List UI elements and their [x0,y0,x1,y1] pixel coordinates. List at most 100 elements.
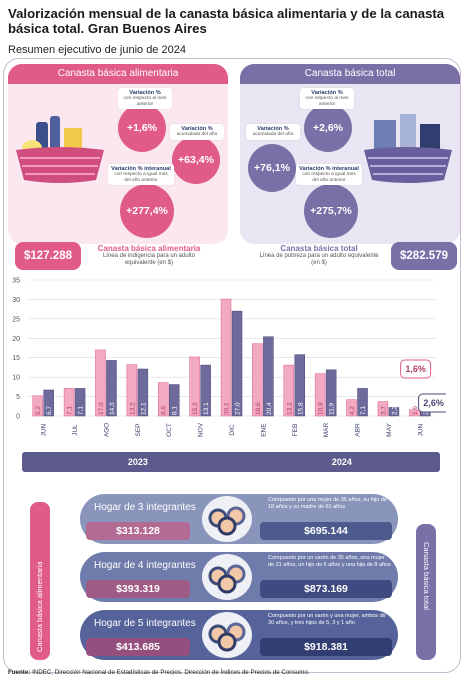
side-label-cbt-text: Canasta básica total [422,542,431,610]
cbt-bar [325,369,337,417]
cbt-bar [137,368,149,417]
cbt-yoy-tag: Variación % interanual con respecto a ig… [296,164,362,186]
family-avatar-icon [202,496,252,542]
cbt-ytd-tag: Variación % acumulada del año [246,124,300,140]
x-tick-label: ENE [260,423,267,437]
bar-value-label: 4,2 [349,406,356,415]
household-description: Compuesto por una mujer de 35 años, su h… [268,497,387,510]
cbt-ytd-bubble: +76,1% [248,144,296,192]
x-tick-label: MAY [386,423,393,437]
household-cbt-value: $873.169 [260,580,392,598]
cbt-yoy-title: Variación % interanual [299,166,359,172]
bar-value-label: 12,1 [140,402,147,415]
cba-panel-header: Canasta básica alimentaria [8,64,228,84]
cba-bar [126,364,138,417]
x-tick-label: JUL [72,424,79,436]
cbt-ytd-sub: acumulada del año [252,132,294,137]
bar-value-label: 10,9 [318,402,325,415]
cba-bar [95,349,106,417]
bar-value-label: 8,6 [161,406,168,415]
cba-bar [157,382,169,417]
cbt-bar [263,336,274,417]
y-tick-label: 25 [12,316,20,323]
bar-value-label: 13,1 [286,402,293,415]
cbt-bar [231,310,243,417]
household-cbt-value: $695.144 [260,522,392,540]
cbt-monthly-title: Variación % [311,90,343,96]
x-tick-label: DIC [229,424,236,436]
cba-bar [220,298,232,417]
cbt-amount: $282.579 [391,242,457,270]
cba-amount-sub: Línea de indigencia para un adulto equiv… [102,253,196,266]
y-tick-label: 15 [12,355,20,362]
cba-bar [32,395,43,417]
cba-ytd-title: Variación % [181,126,213,132]
cba-monthly-bubble: +1,6% [118,104,166,152]
bar-value-label: 3,7 [380,406,387,415]
cba-bar [377,401,389,417]
cba-yoy-sub: con respecto a igual mes del año anterio… [114,172,168,183]
bar-value-label: 2,2 [391,406,398,415]
household-cbt-value: $918.381 [260,638,392,656]
cba-bar [63,388,75,417]
cbt-bar [357,388,368,417]
bar-value-label: 14,3 [109,402,116,415]
x-tick-label: NOV [198,422,205,437]
cbt-bar [74,388,86,417]
outer-frame [3,58,461,673]
page-title: Valorización mensual de la canasta básic… [8,6,445,36]
bar-value-label: 13,2 [129,402,136,415]
food-basket-icon [16,116,104,183]
bar-value-label: 17,0 [98,402,105,415]
cba-yoy-bubble: +277,4% [120,184,174,238]
bar-value-label: 1,6 [412,406,419,415]
x-tick-label: JUN [417,423,424,436]
bar-value-label: 15,2 [192,402,199,415]
cba-ytd-tag: Variación % acumulada del año [170,124,224,140]
bar-value-label: 7,1 [67,406,74,415]
cbt-amount-title: Canasta básica total [280,244,358,253]
x-tick-label: AGO [103,423,110,437]
y-tick-label: 0 [16,414,20,421]
side-label-cba-text: Canasta básica alimentaria [35,561,44,652]
bar-value-label: 7,1 [78,406,85,415]
household-cba-value: $413.685 [86,638,190,656]
cbt-panel-header: Canasta básica total [240,64,460,84]
side-label-cbt: Canasta básica total [416,524,436,660]
cba-monthly-title: Variación % [129,90,161,96]
cbt-yoy-sub: con respecto a igual mes del año anterio… [302,172,356,183]
household-card: Hogar de 3 integrantes $313.128 Compuest… [80,494,398,544]
cba-panel: Canasta básica alimentaria +1,6% Variaci… [8,64,228,244]
family-avatar-icon [202,554,252,600]
cba-ytd-sub: acumulada del año [176,132,218,137]
cba-amount: $127.288 [15,242,81,270]
family-faces-icon [208,506,246,536]
source-text: INDEC, Dirección Nacional de Estadística… [30,669,310,676]
cba-amount-desc: Canasta básica alimentaria Línea de indi… [89,244,209,267]
bar-value-label: 20,4 [266,402,273,415]
x-tick-label: OCT [166,423,173,437]
cba-ytd-bubble: +63,4% [172,136,220,184]
cbt-bar [388,407,400,417]
cba-bar [252,343,263,417]
household-card: Hogar de 5 integrantes $413.685 Compuest… [80,610,398,660]
x-tick-label: FEB [292,424,299,437]
cbt-amount-desc: Canasta básica total Línea de pobreza pa… [259,244,379,267]
cbt-amount-sub: Línea de pobreza para un adulto equivale… [259,253,379,266]
y-tick-label: 10 [12,375,20,382]
page-subtitle: Resumen ejecutivo de junio de 2024 [8,44,186,56]
year-label: 2024 [332,457,352,467]
family-avatar-icon [202,612,252,658]
cba-bar [314,373,326,417]
cbt-callout-box [418,393,446,413]
cbt-bar [294,354,306,417]
monthly-variation-chart: 0 5 10 15 20 25 30 35 5,2 6,7 JUN 7,1 7,1 JUL 17,0 14,3… [12,278,446,472]
y-tick-label: 20 [12,336,20,343]
bar-value-label: 5,2 [35,406,42,415]
household-description: Compuesto por un varón de 35 años, una m… [268,555,391,568]
cbt-monthly-sub: con respecto al mes anterior [305,96,349,107]
household-cba-value: $393.319 [86,580,190,598]
cba-monthly-tag: Variación % con respecto al mes anterior [118,88,172,110]
cba-yoy-title: Variación % interanual [111,166,171,172]
bar-value-label: 6,7 [46,406,53,415]
